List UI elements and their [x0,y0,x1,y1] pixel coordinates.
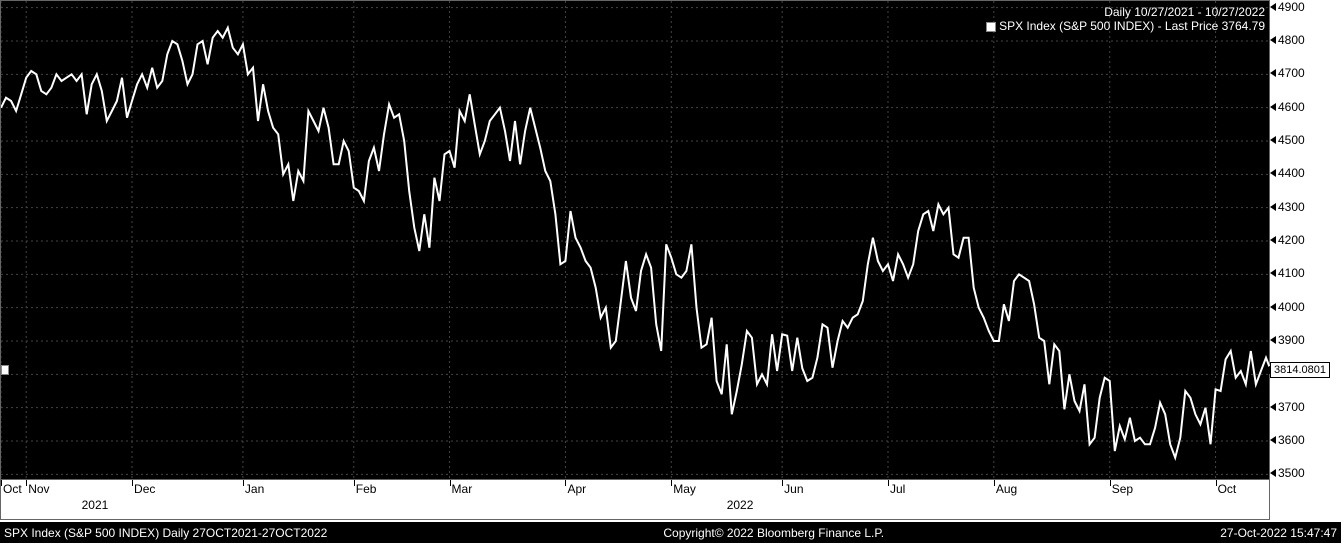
x-month-label: Oct [1218,482,1237,496]
footer-timestamp: 27-Oct-2022 15:47:47 [1220,526,1337,540]
y-tick-arrow-icon [1270,3,1276,11]
x-month-label: May [673,482,696,496]
y-tick-arrow-icon [1270,36,1276,44]
x-axis: Oct Nov Dec Jan Feb Mar Apr May Jun Jul Aug Sep Oct 2… [0,480,1270,520]
left-price-marker [1,365,9,375]
x-year-label: 2021 [82,498,109,512]
price-line-series [1,1,1271,481]
x-year-label: 2022 [727,498,754,512]
y-tick-label: 3900 [1278,333,1305,347]
x-month-label: Nov [28,482,49,496]
x-tick [243,480,244,486]
y-tick-arrow-icon [1270,169,1276,177]
y-tick-arrow-icon [1270,269,1276,277]
legend-swatch-icon [986,22,996,32]
y-tick-label: 4600 [1278,100,1305,114]
y-tick-arrow-icon [1270,203,1276,211]
x-tick [132,480,133,486]
y-tick-arrow-icon [1270,136,1276,144]
x-month-label: Jun [784,482,803,496]
y-tick-label: 4900 [1278,0,1305,14]
x-tick [450,480,451,486]
x-tick [671,480,672,486]
y-tick-label: 4500 [1278,133,1305,147]
x-tick [26,480,27,486]
x-month-label: Feb [356,482,377,496]
y-tick-label: 4400 [1278,166,1305,180]
x-tick [1216,480,1217,486]
x-tick [1,480,2,486]
y-tick-label: 3600 [1278,433,1305,447]
x-tick [1110,480,1111,486]
y-tick-label: 4800 [1278,33,1305,47]
last-price-marker: 3814.0801 [1270,362,1330,378]
y-tick-arrow-icon [1270,236,1276,244]
y-tick-label: 4700 [1278,66,1305,80]
x-month-label: Mar [452,482,473,496]
x-tick [565,480,566,486]
x-month-label: Apr [567,482,586,496]
x-tick [354,480,355,486]
y-tick-arrow-icon [1270,69,1276,77]
footer-copyright: Copyright© 2022 Bloomberg Finance L.P. [327,526,1220,540]
legend-label: SPX Index (S&P 500 INDEX) - Last Price 3… [999,19,1265,33]
chart-title-area: Daily 10/27/2021 - 10/27/2022 SPX Index … [986,5,1265,33]
chart-footer: SPX Index (S&P 500 INDEX) Daily 27OCT202… [0,522,1341,543]
x-tick [782,480,783,486]
x-month-label: Jan [245,482,264,496]
x-month-label: Dec [134,482,155,496]
x-month-label: Oct [3,482,22,496]
y-tick-arrow-icon [1270,303,1276,311]
y-tick-label: 4000 [1278,300,1305,314]
x-month-label: Jul [890,482,905,496]
x-month-label: Aug [996,482,1017,496]
footer-left-label: SPX Index (S&P 500 INDEX) Daily 27OCT202… [4,526,327,540]
x-tick [888,480,889,486]
spx-price-polyline [1,28,1271,458]
chart-plot-area: Daily 10/27/2021 - 10/27/2022 SPX Index … [0,0,1270,480]
y-tick-label: 4300 [1278,200,1305,214]
x-tick [994,480,995,486]
y-tick-label: 3500 [1278,466,1305,480]
y-tick-arrow-icon [1270,336,1276,344]
chart-legend: SPX Index (S&P 500 INDEX) - Last Price 3… [986,19,1265,33]
y-tick-label: 3700 [1278,400,1305,414]
y-tick-label: 4200 [1278,233,1305,247]
chart-date-range: Daily 10/27/2021 - 10/27/2022 [986,5,1265,19]
y-tick-arrow-icon [1270,103,1276,111]
y-tick-arrow-icon [1270,469,1276,477]
y-tick-arrow-icon [1270,436,1276,444]
y-tick-arrow-icon [1270,403,1276,411]
x-month-label: Sep [1112,482,1133,496]
y-tick-label: 4100 [1278,266,1305,280]
